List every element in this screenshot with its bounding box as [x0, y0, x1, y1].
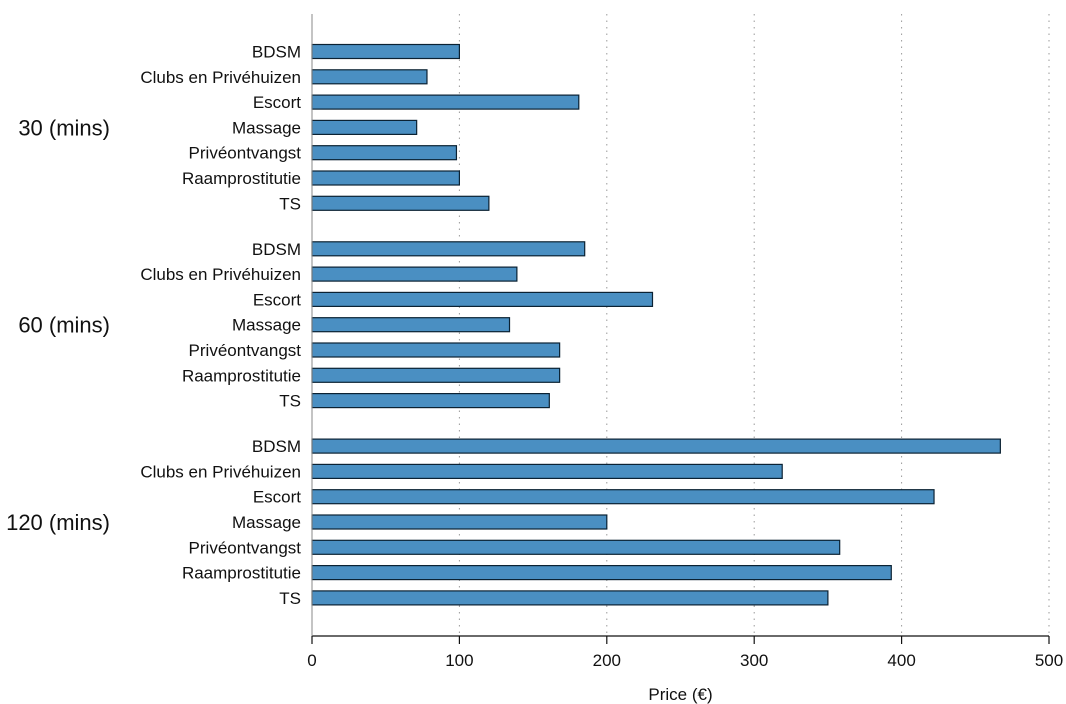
category-label: Privéontvangst — [189, 538, 302, 557]
category-label: Privéontvangst — [189, 341, 302, 360]
category-label: Escort — [253, 290, 301, 309]
bar — [311, 489, 935, 505]
category-label: Clubs en Privéhuizen — [140, 462, 301, 481]
bar — [311, 317, 511, 333]
category-label: TS — [279, 194, 301, 213]
x-axis: 0 100 200 300 400 500 — [307, 14, 1063, 670]
category-label: Privéontvangst — [189, 144, 302, 163]
bar — [311, 564, 892, 581]
x-tick-label: 100 — [445, 651, 473, 670]
bar — [311, 539, 841, 555]
bar — [311, 342, 561, 358]
category-label: TS — [279, 392, 301, 411]
bar — [311, 195, 490, 211]
bar — [311, 145, 458, 161]
category-label: BDSM — [252, 437, 301, 456]
bar — [311, 119, 418, 136]
bar — [311, 463, 783, 479]
bar — [311, 69, 428, 85]
category-label: Raamprostitutie — [182, 564, 301, 583]
bars — [311, 43, 1001, 606]
bar — [311, 514, 608, 530]
bar — [311, 590, 829, 606]
category-label: BDSM — [252, 240, 301, 259]
category-labels: BDSM Clubs en Privéhuizen Escort Massage Pri… — [140, 43, 301, 608]
category-label: Massage — [232, 118, 301, 137]
category-label: Massage — [232, 316, 301, 335]
group-label: 60 (mins) — [18, 313, 110, 338]
category-label: Raamprostitutie — [182, 366, 301, 385]
x-tick-label: 400 — [887, 651, 915, 670]
x-axis-title: Price (€) — [648, 685, 712, 704]
category-label: Raamprostitutie — [182, 169, 301, 188]
bar — [311, 241, 586, 257]
x-tick-label: 0 — [307, 651, 316, 670]
bar — [311, 291, 654, 307]
category-label: Escort — [253, 93, 301, 112]
x-tick-label: 200 — [593, 651, 621, 670]
group-labels: 30 (mins) 60 (mins) 120 (mins) — [6, 115, 110, 535]
category-label: BDSM — [252, 43, 301, 62]
category-label: Massage — [232, 513, 301, 532]
bar — [311, 266, 518, 282]
bar — [311, 393, 550, 409]
bar — [311, 438, 1001, 454]
group-label: 120 (mins) — [6, 510, 110, 535]
category-label: Clubs en Privéhuizen — [140, 68, 301, 87]
bar — [311, 94, 580, 110]
x-tick-label: 500 — [1035, 651, 1063, 670]
category-label: Escort — [253, 488, 301, 507]
group-label: 30 (mins) — [18, 115, 110, 140]
x-tick-label: 300 — [740, 651, 768, 670]
category-label: Clubs en Privéhuizen — [140, 265, 301, 284]
bar — [311, 367, 561, 383]
bar — [311, 43, 460, 60]
bar — [311, 170, 460, 186]
category-label: TS — [279, 589, 301, 608]
